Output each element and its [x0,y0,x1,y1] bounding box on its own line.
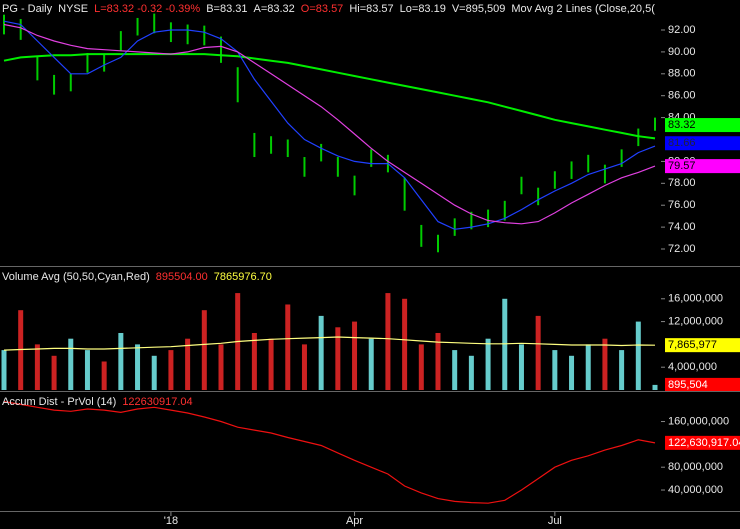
volume-bar [635,321,641,390]
volume-bar [452,350,458,390]
volume-bar [68,338,74,390]
volume-bar [535,315,541,390]
y-tick-label: 76.00 [668,199,696,211]
volume-bar [51,355,57,390]
volume-bar [418,344,424,390]
y-tick-label: 40,000,000 [668,484,723,496]
line-series [3,336,656,351]
y-tick-label: 90.00 [668,46,696,58]
volume-bar [552,350,558,390]
volume-bar [185,338,191,390]
volume-bar [569,355,575,390]
volume-bar [335,327,341,390]
header-text: V=895,509 [452,3,506,15]
y-tick-label: 78.00 [668,177,696,189]
panel-header: PG - Daily NYSE L=83.32 -0.32 -0.39% B=83.3… [2,3,655,15]
line-series [3,23,656,225]
header-text: 7865976.70 [214,271,272,283]
x-tick-label: '18 [164,515,178,527]
header-text: Mov Avg 2 Lines (Close,20,5( [511,3,655,15]
volume-bar [385,293,391,390]
volume-bar [168,350,174,390]
volume-bar [301,344,307,390]
volume-bar [285,304,291,390]
header-text: O=83.57 [301,3,344,15]
y-tick-label: 80,000,000 [668,461,723,473]
plot-area [3,401,656,504]
volume-bar [84,350,90,390]
volume-bar [34,344,40,390]
volume-bar [518,344,524,390]
line-series [3,20,656,230]
header-text: 122630917.04 [122,396,192,408]
x-tick-label: Jul [548,515,562,527]
volume-bar [619,350,625,390]
value-box-label: 81.66 [668,137,696,149]
volume-bar [201,310,207,390]
volume-bar [318,315,324,390]
header-text: PG - Daily [2,3,53,15]
plot-area [1,293,658,390]
value-box [665,159,740,174]
line-series [3,401,656,504]
header-text: A=83.32 [254,3,295,15]
value-box [665,377,740,392]
plot-area [3,13,656,253]
value-box [665,136,740,151]
y-tick-label: 92.00 [668,24,696,36]
header-text: B=83.31 [206,3,247,15]
volume-bar [468,355,474,390]
header-text: 895504.00 [156,271,208,283]
header-text: NYSE [58,3,88,15]
y-tick-label: 74.00 [668,221,696,233]
volume-bar [218,344,224,390]
volume-bar [368,338,374,390]
header-text: Hi=83.57 [349,3,393,15]
line-series [3,53,656,140]
value-box-label: 895,504 [668,379,708,391]
volume-bar [585,344,591,390]
volume-bar [652,384,658,390]
volume-bar [402,298,408,390]
volume-bar [485,338,491,390]
value-box-label: 7,865,977 [668,339,717,351]
value-box [665,118,740,133]
value-box-label: 83.32 [668,119,696,131]
y-tick-label: 160,000,000 [668,415,729,427]
panel-header: Accum Dist - PrVol (14) 122630917.04 [2,396,193,408]
y-tick-label: 88.00 [668,68,696,80]
volume-bar [268,338,274,390]
header-text: Volume Avg (50,50,Cyan,Red) [2,271,150,283]
value-box-label: 79.57 [668,160,696,172]
header-text: L=83.32 -0.32 -0.39% [94,3,200,15]
volume-bar [1,350,7,390]
value-box-label: 122,630,917.04 [668,437,740,449]
y-tick-label: 86.00 [668,90,696,102]
volume-bar [101,361,107,390]
volume-bar [352,321,358,390]
volume-bar [602,338,608,390]
y-tick-label: 16,000,000 [668,293,723,305]
volume-bar [118,332,124,390]
volume-bar [435,332,441,390]
value-box [665,435,740,450]
y-tick-label: 4,000,000 [668,361,717,373]
y-tick-label: 12,000,000 [668,315,723,327]
header-text: Lo=83.19 [400,3,446,15]
volume-bar [251,332,257,390]
volume-bar [151,355,157,390]
volume-bar [135,344,141,390]
value-box [665,338,740,353]
y-tick-label: 72.00 [668,243,696,255]
x-tick-label: Apr [346,515,363,527]
panel-header: Volume Avg (50,50,Cyan,Red) 895504.00 7865… [2,271,272,283]
header-text: Accum Dist - PrVol (14) [2,396,116,408]
